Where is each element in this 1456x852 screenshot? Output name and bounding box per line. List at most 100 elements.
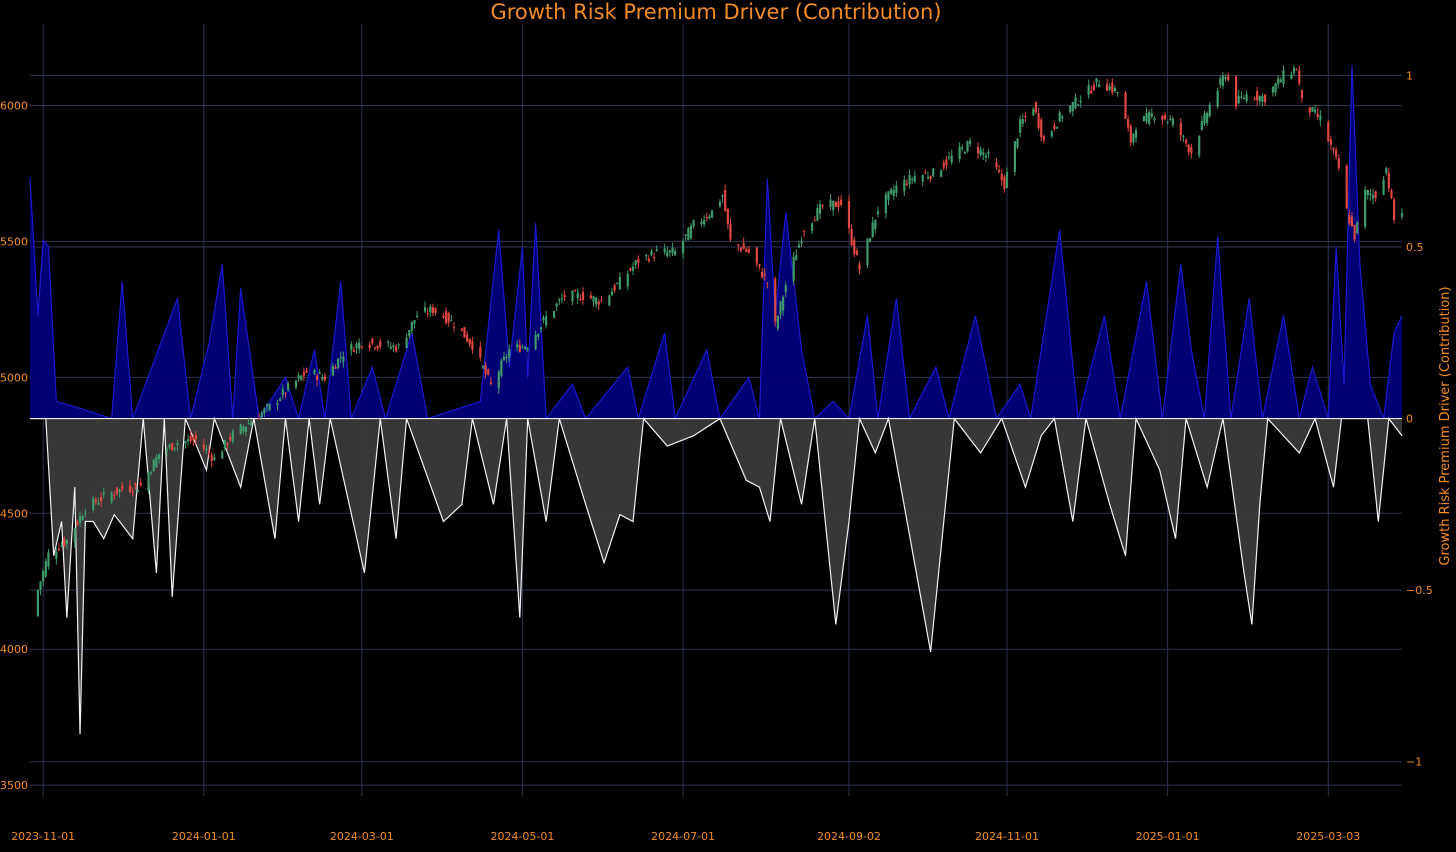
candle-up	[1282, 65, 1285, 88]
candle-body	[597, 301, 600, 305]
candle-body	[997, 170, 1001, 173]
candle-down	[1090, 85, 1093, 95]
candle-up	[571, 290, 574, 306]
candle-body	[265, 405, 269, 407]
candle-up	[1274, 82, 1277, 97]
candle-up	[784, 281, 787, 298]
candle-body	[313, 370, 316, 374]
candle-body	[521, 346, 524, 348]
candle-up	[1079, 95, 1082, 108]
candle-up	[60, 541, 63, 548]
candle-up	[779, 300, 782, 319]
candle-up	[92, 495, 95, 513]
candle-down	[226, 441, 229, 450]
candle-body	[1295, 69, 1298, 71]
candle-body	[1032, 108, 1035, 116]
candle-up	[1206, 111, 1209, 126]
candle-up	[1019, 115, 1022, 138]
candle-down	[463, 326, 466, 338]
candle-body	[755, 247, 758, 264]
candle-up	[136, 489, 140, 493]
candle-body	[481, 365, 485, 368]
candle-down	[1253, 96, 1256, 101]
candle-up	[721, 193, 724, 203]
candle-up	[1371, 189, 1375, 205]
candle-down	[1161, 114, 1164, 126]
candle-body	[47, 552, 50, 567]
candle-down	[76, 519, 79, 527]
candle-body	[1224, 77, 1227, 80]
candle-body	[1000, 173, 1003, 181]
candle-up	[1013, 141, 1016, 176]
candle-up	[1021, 113, 1024, 128]
candle-up	[350, 341, 353, 356]
candle-up	[84, 508, 87, 518]
candle-down	[210, 452, 213, 468]
candle-body	[1187, 144, 1190, 152]
candle-body	[995, 162, 998, 168]
candle-up	[908, 169, 911, 189]
candle-body	[766, 282, 769, 284]
candle-up	[1198, 135, 1201, 158]
candle-body	[63, 539, 66, 547]
candle-up	[405, 333, 408, 349]
candle-down	[1327, 120, 1330, 142]
candle-body	[1364, 189, 1367, 227]
candle-body	[73, 528, 76, 543]
candle-up	[650, 248, 653, 257]
candle-body	[1050, 131, 1053, 137]
candle-up	[595, 296, 598, 309]
candle-body	[92, 498, 95, 510]
candle-body	[152, 459, 155, 472]
x-tick-label: 2024-01-01	[172, 830, 236, 843]
candle-body	[571, 290, 574, 302]
candle-body	[911, 178, 914, 180]
candle-up	[1356, 221, 1359, 235]
candle-up	[265, 402, 269, 412]
candle-down	[315, 373, 319, 386]
candle-up	[392, 342, 395, 353]
candle-body	[866, 238, 869, 266]
candle-body	[555, 303, 558, 307]
candle-body	[1169, 118, 1172, 120]
candle-body	[811, 223, 814, 231]
candle-body	[194, 434, 198, 440]
candle-body	[1382, 179, 1385, 195]
candle-up	[152, 458, 155, 472]
y-right-tick-label: 1	[1406, 69, 1413, 82]
candle-up	[666, 246, 669, 258]
candle-body	[186, 439, 190, 442]
candle-body	[1253, 98, 1256, 100]
candle-body	[803, 230, 806, 232]
candle-body	[618, 277, 621, 290]
candle-body	[945, 159, 948, 166]
candle-body	[908, 174, 911, 185]
candle-body	[81, 516, 84, 521]
candle-body	[829, 199, 832, 207]
candle-body	[1258, 96, 1261, 102]
candle-up	[542, 315, 545, 324]
candle-down	[813, 216, 816, 222]
candle-body	[413, 320, 416, 324]
candle-body	[871, 222, 874, 238]
candle-body	[1327, 122, 1330, 142]
candle-up	[244, 426, 248, 437]
candle-up	[1050, 130, 1053, 139]
candle-down	[1111, 78, 1114, 95]
candle-up	[416, 311, 419, 318]
candle-body	[1013, 141, 1016, 172]
candle-up	[1369, 188, 1372, 201]
candle-body	[268, 403, 271, 411]
candle-up	[186, 433, 190, 446]
candle-body	[1208, 104, 1211, 117]
candle-up	[921, 174, 924, 187]
candle-body	[758, 264, 761, 266]
candle-up	[1166, 120, 1169, 125]
candle-body	[155, 456, 158, 468]
candle-down	[613, 283, 616, 294]
candle-up	[1277, 75, 1280, 89]
candle-down	[647, 255, 650, 264]
candle-down	[774, 276, 777, 327]
y-right-tick-label: −0.5	[1406, 584, 1433, 597]
candle-up	[450, 314, 453, 322]
